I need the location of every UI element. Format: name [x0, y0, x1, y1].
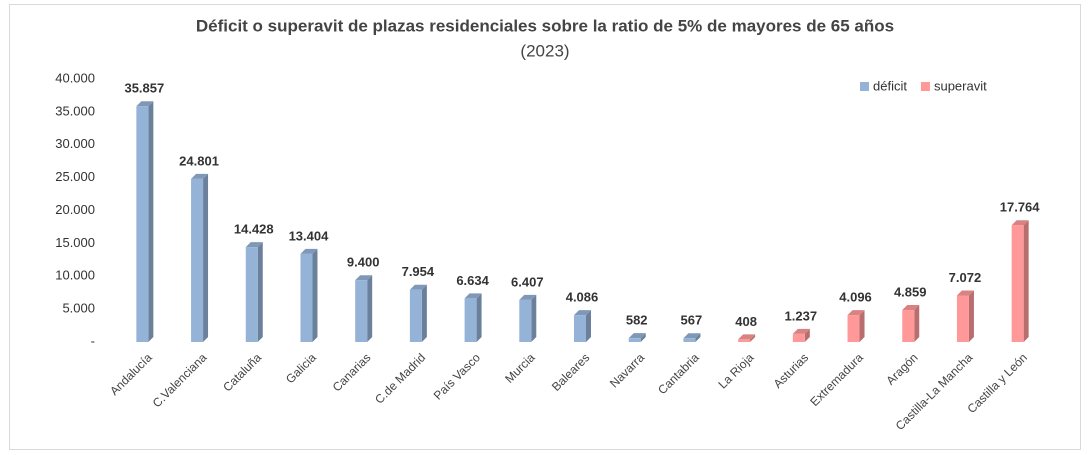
bar-top: [136, 101, 154, 107]
bar: [245, 247, 258, 342]
bar-top: [191, 173, 209, 179]
bar-top: [902, 305, 920, 311]
value-label: 6.634: [456, 273, 489, 288]
value-label: 4.086: [566, 290, 599, 305]
value-label: 9.400: [347, 255, 380, 270]
bar: [409, 289, 422, 342]
bar-side: [640, 333, 646, 342]
bar-side: [1023, 220, 1029, 342]
bar: [683, 338, 696, 342]
bar-side: [914, 305, 920, 342]
legend-swatch: [920, 82, 930, 91]
y-tick-label: 40.000: [55, 70, 95, 85]
bar-top: [574, 310, 591, 316]
bar-top: [628, 333, 646, 339]
bar-side: [312, 248, 318, 342]
value-label: 567: [681, 313, 703, 328]
bar-top: [409, 284, 427, 290]
value-label: 7.072: [949, 270, 982, 285]
chart-border: [9, 4, 1081, 450]
value-label: 6.407: [511, 274, 544, 289]
y-tick-label: 10.000: [55, 268, 95, 283]
bar-side: [367, 275, 373, 342]
value-label: 4.859: [894, 284, 927, 299]
bar-top: [519, 294, 537, 300]
bar-top: [245, 242, 263, 248]
bar-top: [792, 328, 810, 334]
value-label: 35.857: [124, 81, 164, 96]
bar-top: [847, 310, 865, 316]
bar: [300, 253, 313, 342]
y-tick-label: 25.000: [55, 169, 95, 184]
bar-side: [203, 173, 209, 342]
bar-top: [464, 293, 482, 299]
legend-label: superavit: [934, 78, 987, 93]
bar: [738, 339, 751, 342]
bar: [902, 310, 915, 342]
bar: [136, 106, 149, 342]
bar-side: [968, 290, 974, 342]
y-tick-label: 15.000: [55, 235, 95, 250]
chart-subtitle: (2023): [520, 41, 569, 60]
value-label: 13.404: [289, 228, 330, 243]
bar-top: [956, 290, 974, 296]
bar-side: [476, 293, 482, 342]
bar: [519, 299, 532, 342]
bar: [1011, 225, 1024, 342]
value-label: 24.801: [179, 153, 219, 168]
value-label: 408: [735, 314, 757, 329]
value-label: 17.764: [1000, 200, 1041, 215]
bar-side: [148, 101, 154, 342]
y-tick-label: -: [91, 333, 95, 348]
bar-top: [738, 334, 756, 340]
legend-swatch: [860, 82, 869, 91]
bar-side: [421, 284, 427, 342]
chart-title: Déficit o superavit de plazas residencia…: [196, 16, 894, 35]
legend-label: déficit: [873, 78, 907, 93]
bar-side: [257, 242, 263, 342]
bar: [628, 338, 641, 342]
bar: [847, 315, 860, 342]
value-label: 4.096: [839, 290, 872, 305]
y-tick-label: 20.000: [55, 202, 95, 217]
bar-side: [586, 310, 591, 342]
bar: [574, 315, 586, 342]
bar-top: [355, 275, 373, 281]
bar-side: [695, 333, 701, 342]
value-label: 14.428: [234, 222, 274, 237]
bar-side: [804, 328, 810, 342]
bar-top: [300, 248, 318, 254]
bar-side: [531, 294, 537, 342]
bar-side: [750, 334, 756, 342]
bar: [191, 178, 204, 342]
y-tick-label: 30.000: [55, 136, 95, 151]
value-label: 582: [626, 313, 648, 328]
y-tick-label: 5.000: [62, 301, 95, 316]
bar: [956, 295, 969, 342]
bar-top: [1011, 220, 1029, 226]
bar: [355, 280, 368, 342]
bar-top: [683, 333, 701, 339]
bar-side: [859, 310, 865, 342]
bar: [792, 333, 805, 342]
bar: [464, 298, 477, 342]
y-tick-label: 35.000: [55, 103, 95, 118]
value-label: 1.237: [785, 308, 818, 323]
value-label: 7.954: [402, 264, 435, 279]
